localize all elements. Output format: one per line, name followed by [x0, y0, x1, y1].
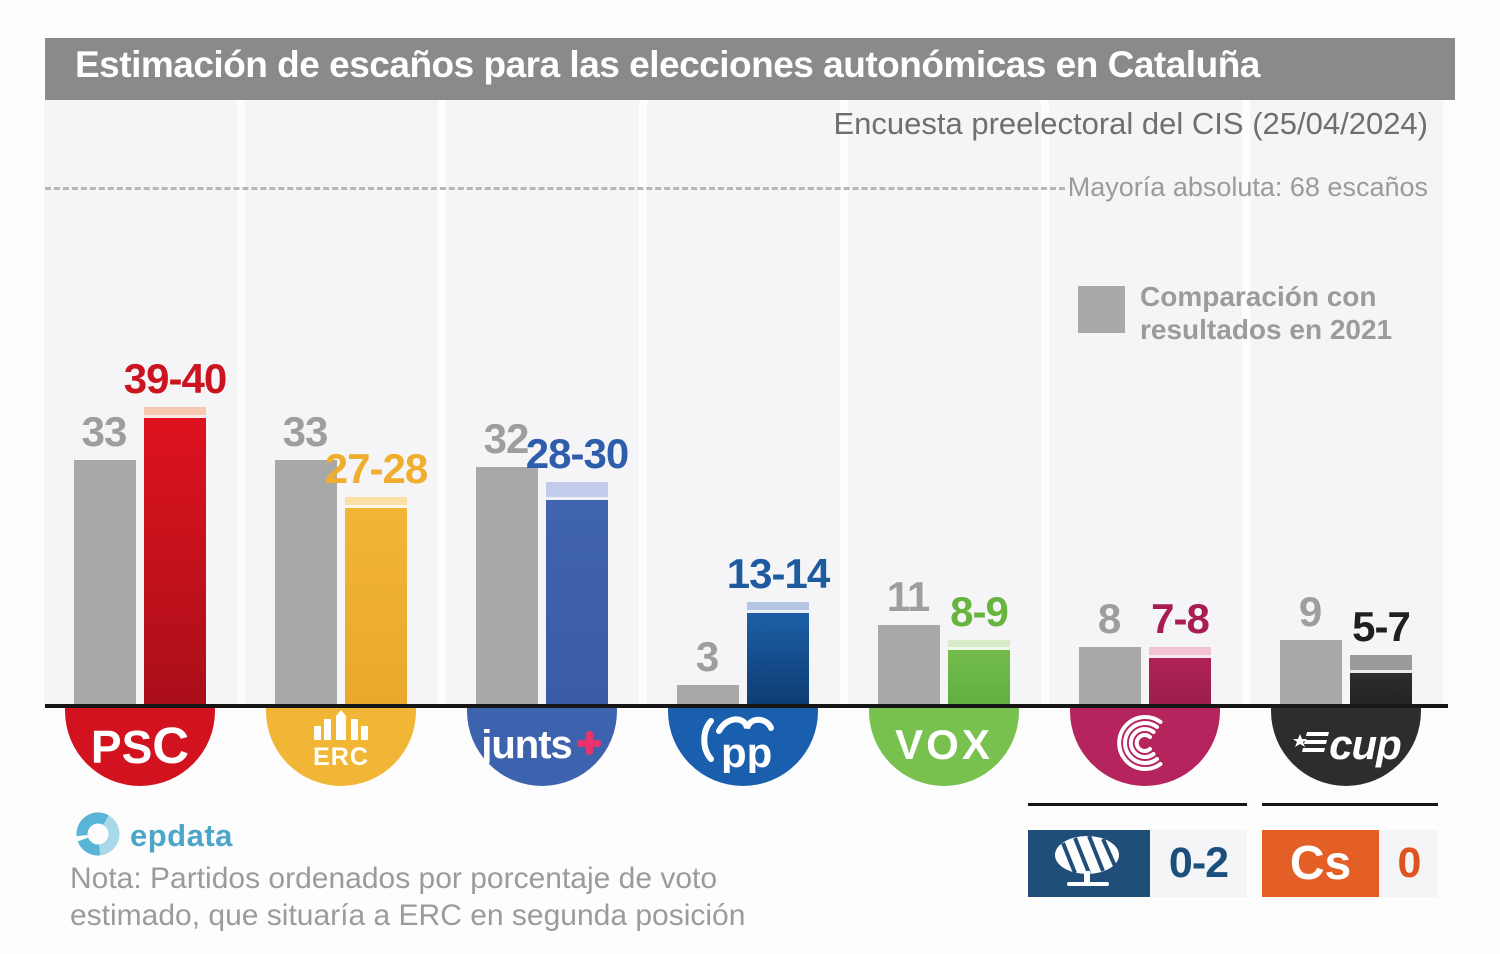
epdata-brand-name: epdata — [130, 818, 233, 853]
psc-logo-text: PSC — [90, 716, 190, 774]
legend-swatch — [1078, 286, 1125, 333]
alianca-catalana-tree-icon — [1041, 833, 1137, 894]
junts-plus-icon — [572, 729, 603, 762]
erc-range-cap — [345, 497, 407, 505]
psc-bar-2021 — [74, 459, 136, 707]
erc-cap-separator — [345, 504, 407, 508]
junts-bar-estimate — [546, 482, 608, 707]
pp-circle: pp — [668, 708, 818, 786]
comuns-2021-value: 8 — [1097, 595, 1121, 642]
erc-bar-2021 — [275, 459, 337, 707]
alianca-catalana-logo-box — [1028, 830, 1150, 897]
column-band-psc — [44, 100, 237, 707]
svg-text:pp: pp — [721, 729, 772, 773]
erc-circle: ERC — [266, 708, 416, 786]
vox-bar-2021 — [878, 624, 940, 707]
comuns-range-cap — [1149, 647, 1211, 655]
pp-range-cap — [747, 602, 809, 610]
junts-cap-separator — [546, 497, 608, 500]
pp-logo: pp — [668, 714, 818, 776]
column-band-comuns — [1049, 100, 1242, 707]
pp-cap-separator — [747, 609, 809, 613]
cup-flag-star-icon — [1291, 726, 1330, 765]
cup-2021-value: 9 — [1298, 587, 1322, 635]
title-bar — [45, 38, 1455, 100]
erc-bar-estimate — [345, 497, 407, 707]
column-band-erc — [245, 100, 438, 707]
comuns-bar-2021 — [1079, 647, 1141, 707]
junts-bar-2021 — [476, 467, 538, 707]
cup-bar-estimate — [1350, 654, 1412, 707]
pp-estimate-value: 13-14 — [726, 550, 830, 597]
column-band-cup — [1250, 100, 1443, 707]
vox-cap-separator — [948, 647, 1010, 650]
axis-baseline — [45, 704, 1448, 708]
party-circles-row: PSC ERC junts pp VOX cup — [0, 708, 1500, 798]
comuns-logo — [1070, 714, 1220, 776]
majority-label: Mayoría absoluta: 68 escaños — [1067, 172, 1428, 202]
pp-bar-2021 — [677, 684, 739, 707]
erc-flame-icon — [312, 710, 370, 745]
vox-estimate-value: 8-9 — [950, 587, 1009, 635]
separator-line-cs — [1262, 803, 1438, 806]
erc-2021-value: 33 — [282, 407, 329, 455]
vox-bar-estimate — [948, 639, 1010, 707]
psc-logo: PSC — [65, 714, 215, 776]
page-title: Estimación de escaños para las eleccione… — [75, 44, 1260, 85]
pp-2021-value: 3 — [695, 632, 719, 680]
column-band-pp — [647, 100, 840, 707]
erc-logo: ERC — [312, 710, 370, 772]
erc-logo: ERC — [266, 710, 416, 776]
cup-circle: cup — [1271, 708, 1421, 786]
comuns-circle — [1070, 708, 1220, 786]
legend-label: Comparación con resultados en 2021 — [1140, 281, 1393, 345]
separator-line-alianca — [1028, 803, 1247, 806]
psc-cap-separator — [144, 414, 206, 418]
column-band-vox — [848, 100, 1041, 707]
pp-logo: pp — [695, 713, 791, 778]
erc-logo-text: ERC — [313, 743, 369, 771]
epdata-logo-icon — [74, 810, 122, 863]
cup-logo: cup — [1291, 721, 1402, 769]
comuns-bar-estimate — [1149, 647, 1211, 707]
junts-range-cap — [546, 482, 608, 497]
cup-bar-2021 — [1280, 639, 1342, 707]
majority-dashed-line — [45, 187, 1065, 190]
cup-cap-separator — [1350, 669, 1412, 673]
vox-logo-text: VOX — [895, 721, 993, 768]
junts-logo: junts — [467, 714, 617, 776]
note-line-1: Nota: Partidos ordenados por porcentaje … — [70, 862, 718, 895]
vox-circle: VOX — [869, 708, 1019, 786]
vox-logo: VOX — [869, 714, 1019, 776]
junts-circle: junts — [467, 708, 617, 786]
cup-logo-text: cup — [1329, 721, 1402, 768]
pp-bar-estimate — [747, 602, 809, 707]
psc-estimate-value: 39-40 — [123, 355, 227, 402]
psc-circle: PSC — [65, 708, 215, 786]
cup-estimate-value: 5-7 — [1352, 602, 1411, 650]
psc-range-cap — [144, 407, 206, 415]
cs-logo-box: Cs — [1262, 830, 1379, 897]
psc-2021-value: 33 — [81, 407, 128, 455]
note-line-2: estimado, que situaría a ERC en segunda … — [70, 899, 746, 932]
cs-logo-text: Cs — [1289, 837, 1352, 890]
cs-range: 0 — [1397, 839, 1422, 887]
erc-estimate-value: 27-28 — [324, 445, 428, 492]
comuns-estimate-value: 7-8 — [1151, 595, 1210, 642]
junts-logo-text: junts — [481, 722, 573, 767]
chart-subtitle: Encuesta preelectoral del CIS (25/04/202… — [833, 106, 1428, 141]
comuns-cap-separator — [1149, 654, 1211, 658]
comuns-arcs-icon — [1111, 712, 1179, 779]
junts-estimate-value: 28-30 — [525, 430, 629, 477]
vox-range-cap — [948, 639, 1010, 647]
psc-bar-estimate — [144, 407, 206, 707]
cup-range-cap — [1350, 654, 1412, 670]
cup-logo: cup — [1271, 714, 1421, 776]
vox-2021-value: 11 — [886, 572, 930, 620]
alianca-catalana-range: 0-2 — [1168, 839, 1229, 887]
column-band-junts — [446, 100, 639, 707]
junts-2021-value: 32 — [483, 415, 530, 462]
